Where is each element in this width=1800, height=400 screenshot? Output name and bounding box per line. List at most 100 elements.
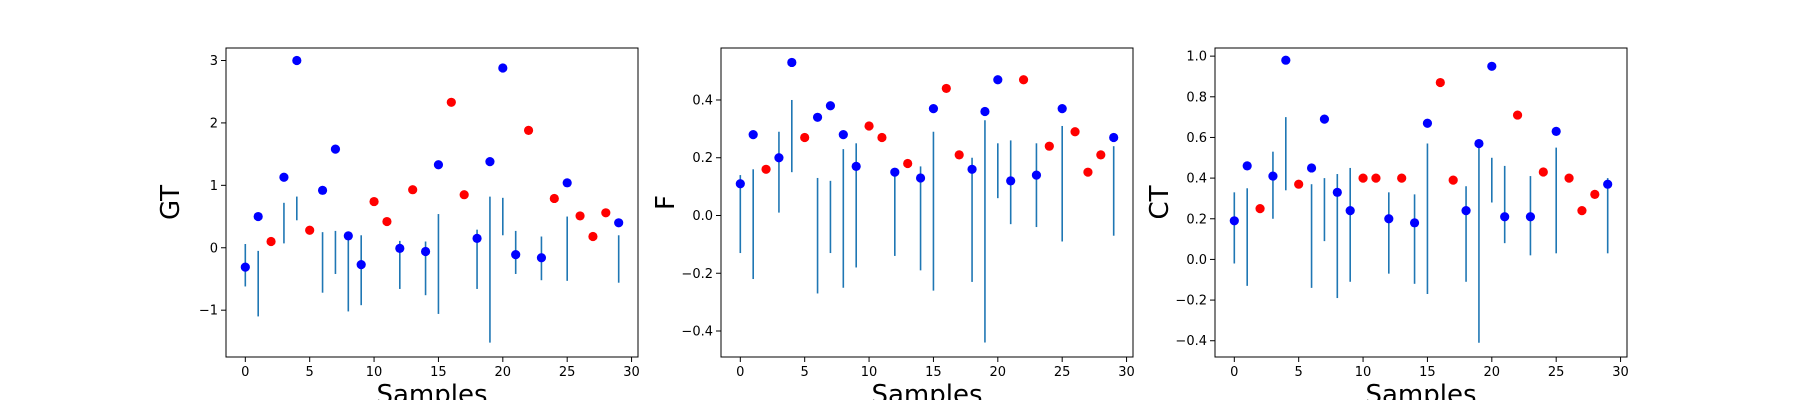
data-point — [1031, 170, 1042, 180]
y-tick-label: 0 — [210, 241, 218, 256]
data-point — [864, 121, 874, 131]
data-point — [1474, 138, 1484, 149]
data-point — [1057, 104, 1067, 114]
data-point — [1268, 171, 1278, 181]
chart-panel-ct: 0 5 10 15 20 25 30 −0.4 −0.2 0.0 0.2 0.4 0.6 0.8 1.0 CT… — [1145, 47, 1629, 400]
axes-frame — [225, 47, 639, 358]
y-tick-label: 0.0 — [692, 209, 713, 224]
data-point — [1538, 167, 1548, 177]
data-point — [954, 150, 964, 160]
data-point — [240, 262, 250, 272]
data-point — [549, 193, 559, 204]
data-point — [1358, 173, 1368, 183]
y-tick-label: 0.6 — [1186, 131, 1207, 146]
y-tick-label: −0.4 — [681, 325, 713, 340]
data-point — [980, 106, 990, 117]
data-point — [851, 161, 861, 172]
y-tick-label: 1.0 — [1186, 50, 1207, 65]
y-tick-label: 0.4 — [692, 93, 713, 108]
y-tick-label: 3 — [210, 54, 218, 69]
data-point — [800, 132, 810, 143]
x-axis-label: Samples — [871, 380, 982, 400]
data-point — [1109, 132, 1119, 143]
data-point — [1255, 203, 1265, 214]
data-point — [1306, 163, 1317, 173]
data-point — [523, 125, 534, 135]
x-tick-label: 10 — [861, 365, 878, 380]
data-point — [774, 153, 784, 163]
data-point — [511, 250, 521, 260]
y-tick-label: −0.4 — [1175, 334, 1207, 349]
data-point — [1044, 141, 1054, 151]
data-point — [1590, 189, 1600, 199]
y-tick-label: −0.2 — [1175, 294, 1207, 309]
x-tick-label: 15 — [430, 365, 447, 380]
data-point — [1006, 176, 1016, 186]
data-point — [1242, 161, 1252, 171]
x-tick-label: 10 — [366, 365, 383, 380]
y-axis-label: CT — [1145, 185, 1175, 219]
y-tick-label: 0.8 — [1186, 90, 1207, 105]
y-tick-label: 0.0 — [1186, 253, 1207, 268]
x-tick-label: 0 — [241, 365, 249, 380]
data-point — [1018, 75, 1029, 85]
data-point — [903, 158, 913, 169]
x-tick-label: 30 — [1118, 365, 1135, 380]
y-tick-label: 1 — [210, 179, 218, 194]
chart-panel-f: 0 5 10 15 20 25 30 −0.4 −0.2 0.0 0.2 0.4 F Samples — [651, 47, 1135, 400]
data-point — [498, 63, 508, 73]
data-point — [890, 167, 900, 177]
data-point — [1384, 214, 1394, 224]
data-point — [941, 83, 951, 94]
data-point — [1435, 77, 1445, 88]
x-tick-label: 15 — [1419, 365, 1436, 380]
data-point — [1422, 118, 1433, 128]
chart-panel-gt: 0 5 10 15 20 25 30 −1 0 1 2 3 GT Samples — [156, 47, 640, 400]
data-point — [1281, 55, 1291, 65]
data-point — [1070, 127, 1080, 137]
data-point — [433, 160, 444, 170]
x-tick-label: 0 — [1230, 365, 1238, 380]
data-point — [1332, 187, 1342, 197]
data-point — [588, 231, 598, 242]
data-point — [1448, 175, 1458, 185]
data-point — [1487, 61, 1497, 71]
data-point — [420, 246, 431, 257]
axes-frame — [1214, 47, 1628, 358]
axes-frame — [720, 47, 1134, 358]
data-point — [1512, 110, 1523, 120]
data-point — [562, 178, 572, 188]
data-point — [459, 190, 469, 200]
x-tick-label: 10 — [1355, 365, 1372, 380]
data-point — [1397, 173, 1407, 183]
data-point — [266, 236, 276, 247]
data-point — [536, 253, 547, 263]
data-point — [1525, 212, 1536, 222]
data-point — [408, 185, 418, 195]
x-tick-label: 25 — [1054, 365, 1071, 380]
x-tick-label: 0 — [736, 365, 744, 380]
data-point — [1229, 216, 1239, 226]
data-point — [915, 173, 926, 183]
data-point — [356, 260, 366, 270]
x-tick-label: 30 — [1612, 365, 1629, 380]
x-tick-label: 5 — [801, 365, 809, 380]
y-tick-label: 2 — [210, 116, 218, 131]
data-point — [1371, 173, 1381, 183]
x-axis-label: Samples — [1365, 380, 1476, 400]
data-point — [787, 57, 797, 68]
data-point — [1461, 206, 1471, 216]
data-point — [1345, 206, 1355, 216]
x-tick-label: 20 — [990, 365, 1007, 380]
y-tick-label: 0.2 — [1186, 212, 1207, 227]
data-point — [761, 164, 771, 174]
y-tick-label: −0.2 — [681, 267, 713, 282]
data-point — [369, 196, 379, 207]
data-point — [967, 164, 977, 174]
data-point — [292, 55, 302, 66]
data-point — [446, 97, 456, 107]
data-point — [395, 243, 405, 253]
x-axis-label: Samples — [376, 380, 487, 400]
data-point — [330, 144, 341, 154]
